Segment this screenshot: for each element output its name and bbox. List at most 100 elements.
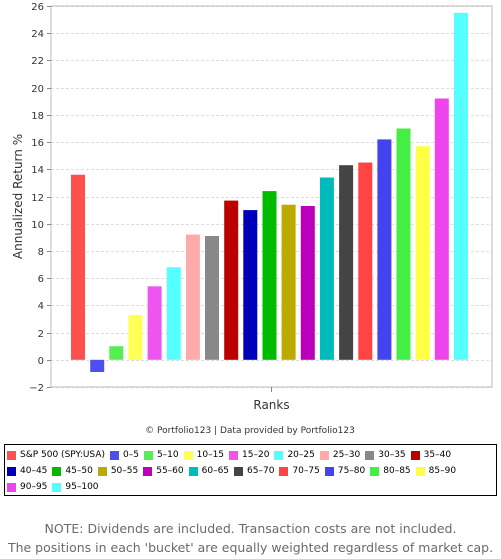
legend-swatch [109,450,119,460]
bar-s-p-500-spy-usa [71,174,85,360]
legend-item[interactable]: 60–65 [188,463,230,479]
legend-swatch [324,466,334,476]
legend-swatch [7,450,16,460]
legend-label: 40–45 [20,466,48,476]
legend-item[interactable]: 85–90 [415,463,457,479]
y-tick-label: 12 [31,193,44,204]
legend-label: 25–30 [332,450,361,460]
legend-label: 60–65 [201,466,230,476]
y-tick-label: 24 [31,29,44,40]
legend-item[interactable]: 75–80 [324,463,365,479]
legend-item[interactable]: 65–70 [234,463,274,479]
legend-item[interactable]: 40–45 [7,463,47,479]
legend-label: 55–60 [156,466,184,476]
legend-item[interactable]: 10–15 [183,447,225,463]
legend-label: 80–85 [383,466,411,476]
legend-swatch [279,466,289,476]
bar-35-40 [224,200,239,360]
legend-item[interactable]: 80–85 [370,463,411,479]
bar-20-25 [166,267,181,360]
bars [71,12,468,372]
y-tick-label: 6 [38,274,44,285]
chart-legend: S&P 500 (SPY:USA) 0–5 5–10 10–15 15–20 20–25 2… [4,444,497,496]
y-axis-title: Annualized Return % [11,134,25,259]
legend-item[interactable]: 35–40 [410,447,452,463]
bar-90-95 [434,98,449,360]
legend-item[interactable]: 0–5 [109,447,139,463]
legend-label: 20–25 [287,450,315,460]
legend-swatch [183,450,193,460]
y-tick-label: 26 [31,2,44,13]
bar-50-55 [281,204,296,360]
legend-item[interactable]: 50–55 [97,463,139,479]
legend-label: 65–70 [247,466,275,476]
legend-swatch [97,466,107,476]
legend-swatch [370,466,380,476]
y-tick-label: 10 [31,220,44,231]
y-tick-label: 0 [38,356,44,367]
legend-label: 35–40 [423,450,452,460]
legend-swatch [410,450,420,460]
legend-swatch [52,466,62,476]
bar-25-30 [185,234,200,360]
note-line-1: NOTE: Dividends are included. Transactio… [44,521,457,536]
y-tick-label: 14 [31,165,44,176]
legend-swatch [7,466,16,476]
bar-85-90 [415,146,430,360]
legend-swatch [319,450,329,460]
legend-item[interactable]: 45–50 [52,463,93,479]
legend-item[interactable]: 30–35 [365,447,406,463]
x-axis-title: Ranks [253,398,289,412]
y-tick-label: 8 [38,247,44,258]
legend-swatch [229,450,239,460]
legend-label: 30–35 [378,450,406,460]
bar-65-70 [339,165,354,360]
bar-10-15 [128,314,143,360]
legend-item[interactable]: 90–95 [7,479,47,495]
legend-label: 15–20 [242,450,270,460]
legend-label: S&P 500 (SPY:USA) [20,450,105,460]
legend-item[interactable]: S&P 500 (SPY:USA) [7,447,105,463]
legend-swatch [415,466,425,476]
bar-15-20 [147,286,162,360]
legend-label: 0–5 [122,450,139,460]
bar-60-65 [319,177,334,360]
legend-item[interactable]: 55–60 [143,463,184,479]
legend-label: 5–10 [156,450,179,460]
legend-items: S&P 500 (SPY:USA) 0–5 5–10 10–15 15–20 20–25 2… [7,447,494,495]
legend-label: 70–75 [292,466,320,476]
bar-75-80 [377,139,392,360]
legend-label: 85–90 [428,466,457,476]
legend-item[interactable]: 5–10 [143,447,179,463]
legend-swatch [365,450,375,460]
y-tick-label: −2 [29,383,44,394]
note-line-2: The positions in each 'bucket' are equal… [7,540,494,555]
legend-item[interactable]: 70–75 [279,463,320,479]
legend-item[interactable]: 95–100 [52,479,99,495]
bar-30-35 [205,236,219,360]
y-tick-label: 22 [31,56,44,67]
legend-swatch [143,466,153,476]
bar-55-60 [300,206,315,360]
bar-70-75 [358,162,373,360]
legend-swatch [188,466,198,476]
bar-5-10 [109,346,124,360]
legend-item[interactable]: 15–20 [229,447,269,463]
y-tick-label: 2 [38,329,44,340]
legend-label: 90–95 [20,482,48,492]
legend-swatch [7,482,16,492]
credits-text: © Portfolio123 | Data provided by Portfo… [145,426,355,436]
y-tick-label: 16 [31,138,44,149]
legend-item[interactable]: 25–30 [319,447,361,463]
legend-label: 50–55 [110,466,139,476]
legend-swatch [143,450,153,460]
legend-item[interactable]: 20–25 [274,447,315,463]
y-tick-label: 18 [31,111,44,122]
legend-label: 10–15 [196,450,225,460]
legend-label: 45–50 [65,466,93,476]
bar-0-5 [90,359,105,372]
bar-95-100 [454,12,468,360]
legend-label: 95–100 [65,482,99,492]
